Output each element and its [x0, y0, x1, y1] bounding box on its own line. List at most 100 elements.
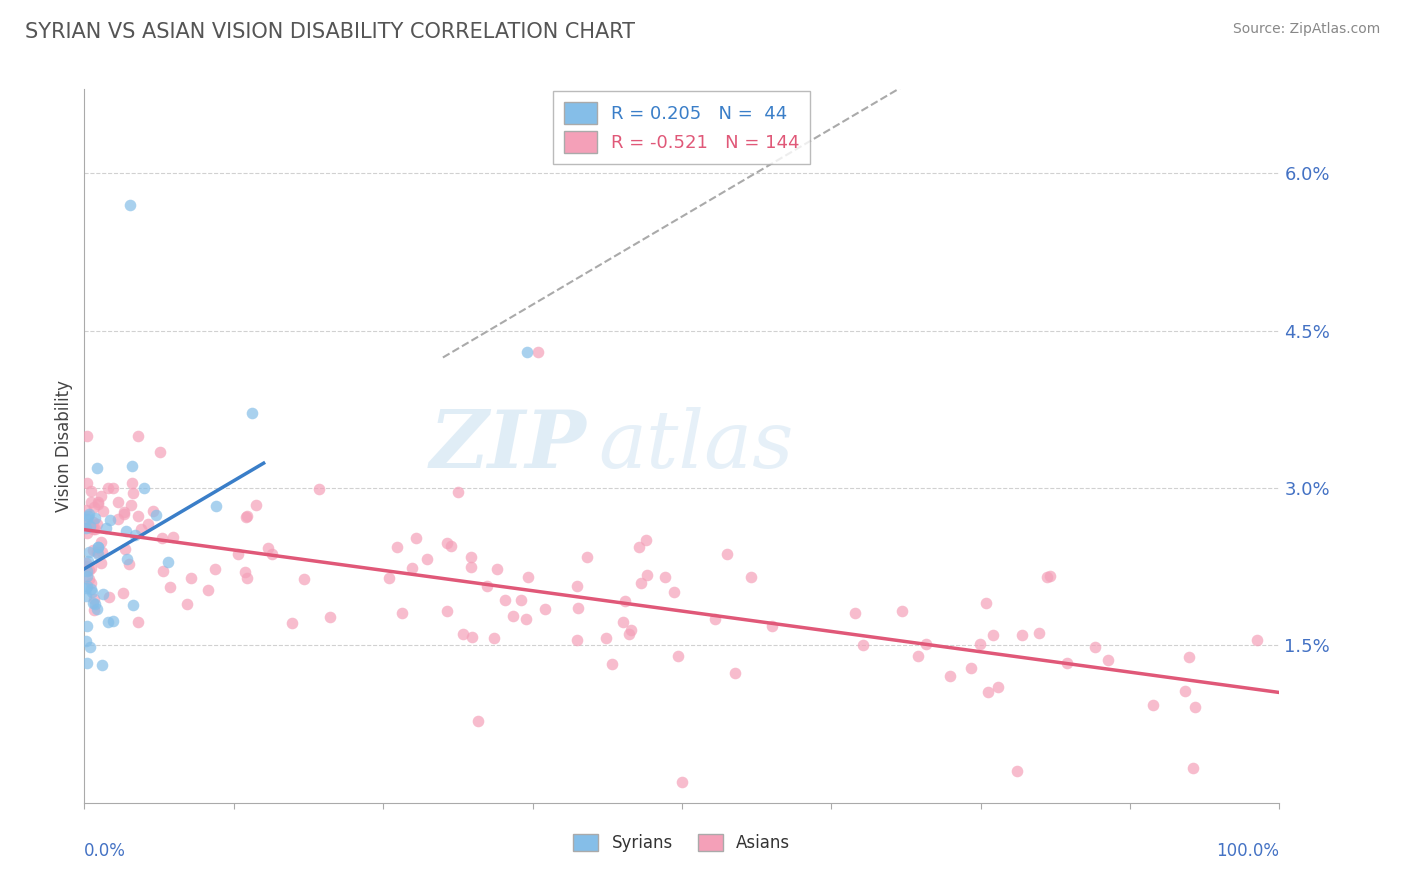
- Point: [976, 596, 998, 610]
- Point: [636, 567, 658, 582]
- Point: [82, 522, 104, 536]
- Point: [385, 540, 408, 554]
- Point: [127, 508, 149, 523]
- Point: [666, 648, 689, 663]
- Point: [197, 583, 219, 598]
- Point: [416, 551, 439, 566]
- Point: [451, 627, 474, 641]
- Point: [630, 575, 652, 590]
- Point: [180, 571, 202, 585]
- Point: [1056, 656, 1078, 670]
- Point: [401, 560, 423, 574]
- Point: [436, 536, 458, 550]
- Point: [75, 556, 97, 570]
- Point: [595, 631, 617, 645]
- Point: [761, 618, 783, 632]
- Point: [292, 572, 315, 586]
- Point: [76, 569, 98, 583]
- Point: [576, 550, 599, 565]
- Point: [176, 598, 198, 612]
- Point: [960, 660, 983, 674]
- Point: [97, 615, 120, 630]
- Point: [118, 197, 141, 211]
- Point: [142, 504, 165, 518]
- Point: [112, 505, 135, 519]
- Point: [226, 547, 249, 561]
- Point: [1097, 653, 1119, 667]
- Point: [77, 572, 100, 586]
- Point: [121, 458, 143, 473]
- Point: [75, 516, 97, 531]
- Point: [510, 593, 533, 607]
- Point: [145, 508, 167, 523]
- Point: [281, 615, 304, 630]
- Point: [112, 507, 135, 521]
- Point: [516, 570, 538, 584]
- Point: [235, 509, 257, 524]
- Point: [987, 681, 1010, 695]
- Point: [76, 565, 98, 579]
- Point: [115, 524, 138, 538]
- Point: [90, 556, 112, 570]
- Point: [1184, 699, 1206, 714]
- Point: [83, 500, 105, 515]
- Point: [1011, 628, 1033, 642]
- Point: [75, 634, 97, 648]
- Point: [103, 614, 125, 628]
- Point: [527, 344, 550, 359]
- Point: [494, 592, 516, 607]
- Point: [79, 520, 101, 534]
- Point: [118, 557, 141, 571]
- Point: [87, 541, 110, 555]
- Text: ZIP: ZIP: [429, 408, 586, 484]
- Point: [80, 582, 103, 596]
- Point: [612, 615, 634, 629]
- Point: [91, 658, 114, 673]
- Point: [76, 526, 98, 541]
- Point: [97, 481, 120, 495]
- Point: [90, 535, 112, 549]
- Point: [96, 521, 118, 535]
- Point: [112, 586, 135, 600]
- Point: [136, 516, 159, 531]
- Point: [600, 657, 623, 672]
- Point: [90, 489, 112, 503]
- Point: [83, 603, 105, 617]
- Text: atlas: atlas: [599, 408, 793, 484]
- Point: [567, 601, 589, 615]
- Point: [75, 503, 97, 517]
- Point: [82, 584, 104, 599]
- Point: [890, 604, 912, 618]
- Point: [724, 666, 747, 681]
- Point: [716, 547, 738, 561]
- Point: [80, 495, 103, 509]
- Point: [157, 555, 180, 569]
- Point: [82, 596, 104, 610]
- Point: [534, 601, 557, 615]
- Point: [439, 539, 461, 553]
- Point: [204, 562, 226, 576]
- Point: [567, 579, 589, 593]
- Point: [122, 485, 145, 500]
- Text: Source: ZipAtlas.com: Source: ZipAtlas.com: [1233, 22, 1381, 37]
- Point: [627, 541, 650, 555]
- Point: [1142, 698, 1164, 712]
- Point: [86, 495, 108, 509]
- Point: [86, 602, 108, 616]
- Point: [1005, 764, 1028, 779]
- Point: [740, 570, 762, 584]
- Point: [79, 545, 101, 559]
- Point: [79, 519, 101, 533]
- Point: [98, 513, 121, 527]
- Point: [83, 591, 105, 606]
- Point: [76, 579, 98, 593]
- Point: [91, 586, 114, 600]
- Point: [82, 543, 104, 558]
- Point: [378, 571, 401, 585]
- Point: [236, 509, 259, 524]
- Point: [1084, 640, 1107, 655]
- Y-axis label: Vision Disability: Vision Disability: [55, 380, 73, 512]
- Point: [671, 774, 693, 789]
- Point: [76, 619, 98, 633]
- Point: [236, 571, 259, 585]
